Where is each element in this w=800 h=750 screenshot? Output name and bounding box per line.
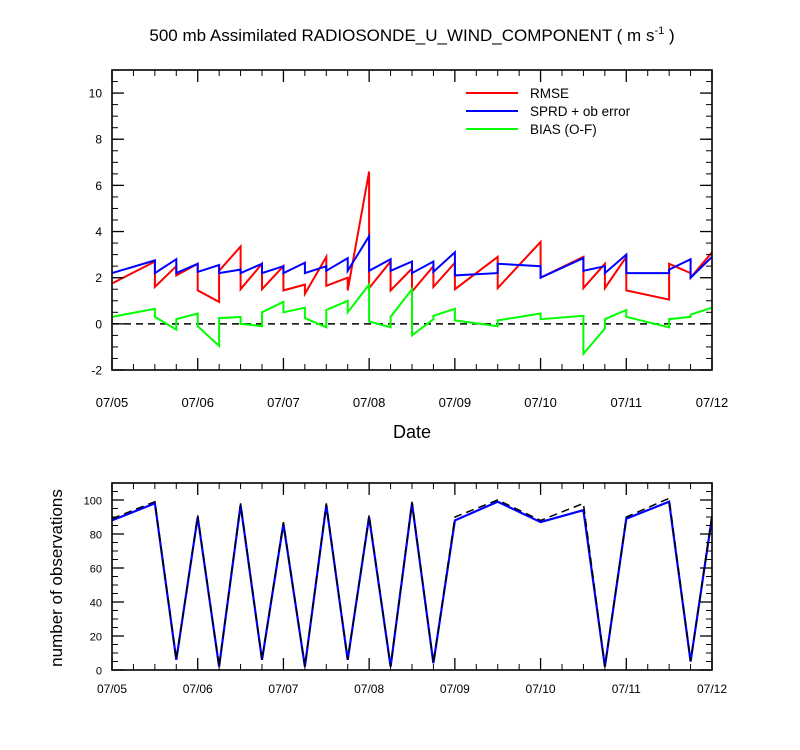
bottom-x-tick-label: 07/06 (183, 682, 213, 696)
legend-label-bias-o-f: BIAS (O-F) (530, 122, 597, 137)
top-x-tick-label: 07/10 (524, 395, 557, 410)
chart-title-main: 500 mb Assimilated RADIOSONDE_U_WIND_COM… (149, 26, 654, 45)
bottom-y-tick-label: 20 (90, 632, 102, 644)
bottom-plot-frame (111, 482, 713, 671)
top-x-tick-label: 07/07 (267, 395, 300, 410)
bottom-y-tick-label: 0 (96, 666, 102, 678)
legend-label-sprd-ob-error: SPRD + ob error (530, 104, 631, 119)
series-assimilated-observations-line (112, 500, 712, 667)
bottom-x-tick-label: 07/07 (268, 682, 298, 696)
bottom-y-tick-label: 60 (90, 564, 102, 576)
bottom-y-tick-label: 100 (84, 496, 102, 508)
series-bias-o-f-line (112, 281, 712, 357)
top-y-tick-label: 4 (95, 225, 102, 239)
bottom-x-tick-label: 07/08 (354, 682, 384, 696)
bottom-panel: 07/05 07/06 07/07 07/08 07/09 07/10 07/11 07/12… (47, 482, 727, 696)
bottom-y-tick-label: 40 (90, 598, 102, 610)
top-y-tick-label: 0 (95, 317, 102, 331)
top-x-tick-label: 07/06 (181, 395, 214, 410)
bottom-x-tick-label: 07/05 (97, 682, 127, 696)
bottom-y-axis-label: number of observations (47, 489, 66, 667)
top-legend: RMSE SPRD + ob error BIAS (O-F) (466, 86, 631, 137)
series-rmse-line (112, 171, 712, 304)
chart-title-sup: -1 (654, 25, 664, 37)
top-series-group (112, 171, 712, 357)
top-x-axis-label: Date (393, 422, 431, 442)
series-total-observations-line (112, 497, 712, 667)
top-x-tick-label: 07/11 (610, 395, 642, 410)
top-axes: 07/05 07/06 07/07 07/08 07/09 07/10 07/11 07/12… (89, 69, 729, 410)
legend-label-rmse: RMSE (530, 86, 569, 101)
series-sprd-ob-error-line (112, 232, 712, 281)
bottom-x-tick-label: 07/09 (440, 682, 470, 696)
top-y-tick-label: 2 (95, 271, 102, 285)
bottom-x-tick-label: 07/12 (697, 682, 727, 696)
top-y-tick-label: 6 (95, 179, 102, 193)
top-y-tick-label: 8 (95, 133, 102, 147)
bottom-y-tick-label: 80 (90, 530, 102, 542)
bottom-x-tick-label: 07/11 (612, 682, 641, 696)
bottom-series-group (112, 497, 712, 667)
top-panel: 07/05 07/06 07/07 07/08 07/09 07/10 07/11 07/12… (89, 69, 729, 442)
top-y-tick-label: 10 (89, 87, 103, 101)
top-plot-frame (111, 69, 713, 371)
top-x-tick-label: 07/12 (696, 395, 729, 410)
bottom-axes: 07/05 07/06 07/07 07/08 07/09 07/10 07/11 07/12… (84, 482, 727, 696)
top-y-tick-label: -2 (91, 364, 102, 378)
bottom-x-tick-label: 07/10 (526, 682, 556, 696)
top-x-tick-label: 07/09 (439, 395, 472, 410)
top-x-tick-label: 07/08 (353, 395, 386, 410)
top-x-tick-label: 07/05 (96, 395, 129, 410)
chart-title: 500 mb Assimilated RADIOSONDE_U_WIND_COM… (149, 25, 674, 45)
chart-title-end: ) (664, 26, 674, 45)
